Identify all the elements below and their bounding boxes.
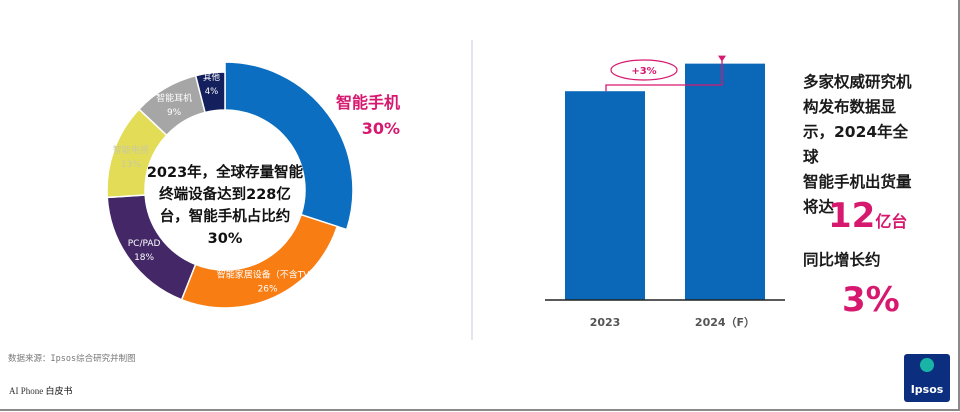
side-description: 多家权威研究机 构发布数据显 示，2024年全球 智能手机出货量 将达: [803, 70, 913, 220]
growth-ellipse: [610, 59, 678, 81]
side-line: 多家权威研究机: [803, 73, 912, 91]
bar-chart: 2023 2024（F） +3%: [545, 55, 785, 329]
arrow-head: [718, 55, 726, 62]
donut-slice: [194, 71, 226, 114]
donut-center-text: 2023年，全球存量智能 终端设备达到228亿 台，智能手机占比约 30%: [140, 162, 310, 250]
slice-name-label: 智能电视: [113, 144, 149, 156]
side-line: 构发布数据显: [803, 98, 897, 116]
slice-name-label: 智能家居设备（不含TV）: [217, 268, 319, 280]
center-line: 台，智能手机占比约: [159, 209, 291, 225]
donut-chart: 智能家居设备（不含TV） 26% PC/PAD 18% 智能电视 13% 智能耳机 9% 其他 4…: [106, 61, 354, 309]
footer-suffix: 白皮书: [45, 387, 73, 397]
logo-text: Ipsos: [910, 383, 944, 396]
slice-name-label: 智能耳机: [156, 92, 192, 104]
smartphone-callout: 智能手机 30%: [320, 90, 400, 142]
bar: [565, 91, 645, 300]
smartphone-share: 30%: [361, 119, 400, 138]
slice-value-label: 13%: [121, 160, 141, 170]
bar: [685, 63, 765, 300]
slice-value-label: 26%: [258, 284, 278, 294]
slice-value-label: 4%: [205, 87, 219, 97]
x-tick-label: 2023: [590, 316, 621, 329]
growth-label: +3%: [631, 66, 656, 77]
side-line: 智能手机出货量: [803, 173, 912, 191]
yoy-label: 同比增长约: [803, 251, 881, 269]
shipment-figure: 12亿台: [828, 196, 907, 236]
slice-value-label: 18%: [134, 253, 154, 263]
center-line: 2023年，全球存量智能: [146, 165, 304, 181]
center-line: 30%: [207, 231, 243, 247]
data-source: 数据来源：Ipsos综合研究并制图: [8, 354, 136, 364]
side-line: 将达: [803, 198, 835, 216]
smartphone-name: 智能手机: [335, 93, 400, 112]
footer: AI Phone 白皮书: [9, 384, 73, 397]
yoy-value: 3%: [842, 280, 900, 320]
shipment-number: 12: [828, 196, 876, 236]
ipsos-logo: Ipsos: [904, 354, 950, 402]
slice-value-label: 9%: [167, 108, 182, 118]
shipment-unit: 亿台: [875, 212, 908, 231]
slice-name-label: 其他: [203, 72, 221, 83]
center-line: 终端设备达到228亿: [159, 187, 291, 203]
slice-name-label: PC/PAD: [128, 239, 161, 249]
side-line: 示，2024年全球: [803, 123, 909, 166]
donut-slice: [224, 61, 354, 231]
x-tick-label: 2024（F）: [695, 316, 755, 329]
growth-arrow: [605, 57, 723, 92]
footer-prefix: AI Phone: [9, 386, 46, 396]
